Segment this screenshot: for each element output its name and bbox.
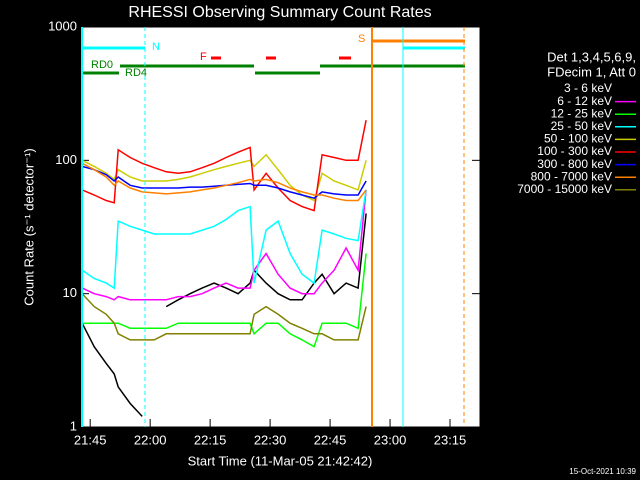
legend-label: 800 - 7000 keV	[531, 169, 612, 183]
x-tick-label: 22:45	[314, 432, 347, 447]
footer: 15-Oct-2021 10:39	[569, 467, 636, 476]
x-tick-label: 23:00	[374, 432, 407, 447]
chart-title: RHESSI Observing Summary Count Rates	[128, 4, 431, 21]
legend-label: 300 - 800 keV	[537, 157, 612, 171]
series-line	[81, 189, 367, 301]
series-line	[81, 162, 367, 202]
legend-label: 100 - 300 keV	[537, 144, 612, 158]
x-axis-label: Start Time (11-Mar-05 21:42:42)	[188, 453, 373, 468]
flag-label: RD0	[91, 59, 113, 71]
legend-label: 50 - 100 keV	[544, 132, 612, 146]
y-tick-label: 1	[70, 418, 77, 433]
x-tick-label: 22:30	[254, 432, 287, 447]
x-tick-label: 23:15	[434, 432, 467, 447]
y-tick-label: 1000	[48, 18, 77, 33]
legend-label: 6 - 12 keV	[557, 94, 612, 108]
flag-label: S	[358, 33, 365, 45]
flag-label: F	[200, 51, 207, 63]
legend-header: FDecim 1, Att 0	[547, 64, 636, 79]
legend-label: 3 - 6 keV	[564, 81, 612, 95]
series-line	[81, 189, 367, 290]
legend-label: 12 - 25 keV	[551, 106, 612, 120]
legend-label: 7000 - 15000 keV	[517, 182, 612, 196]
series-line	[82, 253, 367, 348]
flag-label: RD4	[125, 67, 147, 79]
series-line	[81, 213, 367, 417]
series-line	[81, 153, 367, 202]
x-tick-label: 22:00	[134, 432, 167, 447]
plot	[80, 26, 481, 428]
flag-label: N	[152, 41, 160, 53]
flags: N S F RD0 RD4	[81, 27, 465, 427]
y-tick-label: 10	[63, 285, 77, 300]
y-axis-label: Count Rate (s⁻¹ detector⁻¹)	[21, 148, 36, 306]
x-tick-label: 21:45	[74, 432, 107, 447]
legend-label: 25 - 50 keV	[551, 119, 612, 133]
series-line	[81, 293, 367, 341]
legend-header: Det 1,3,4,5,6,9,	[547, 49, 636, 64]
y-tick-label: 100	[55, 152, 77, 167]
series-line	[81, 120, 367, 212]
x-tick-label: 22:15	[194, 432, 227, 447]
